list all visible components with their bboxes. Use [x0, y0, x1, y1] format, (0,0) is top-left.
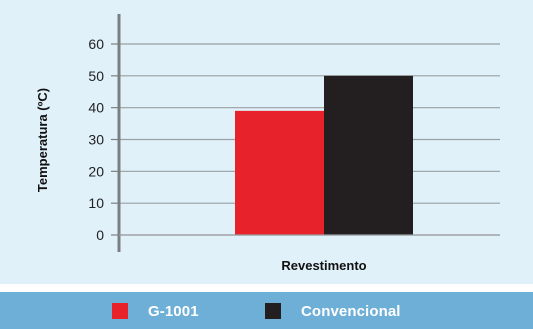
y-tick-label: 10 [88, 195, 104, 211]
bar-chart: 0 10 20 30 40 50 60 Temperatura (ºC) Revestime… [35, 14, 500, 273]
legend-label-convencional: Convencional [301, 302, 401, 320]
bar-g-1001 [235, 110, 324, 235]
y-tick-labels: 0 10 20 30 40 50 60 [88, 36, 104, 243]
legend-item-convencional: Convencional [265, 302, 401, 320]
legend: G-1001 Convencional [0, 292, 533, 329]
legend-label-g1001: G-1001 [148, 302, 199, 320]
y-tick-label: 60 [88, 36, 104, 52]
legend-swatch-convencional [265, 303, 281, 319]
y-tick-label: 40 [88, 100, 104, 116]
y-tick-label: 50 [88, 68, 104, 84]
bar-convencional [324, 75, 413, 235]
y-tick-label: 30 [88, 132, 104, 148]
legend-swatch-g1001 [112, 303, 128, 319]
y-axis-label: Temperatura (ºC) [35, 88, 50, 192]
y-tick-label: 20 [88, 163, 104, 179]
y-tick-label: 0 [96, 227, 104, 243]
bars [235, 75, 413, 235]
x-axis-label: Revestimento [281, 258, 366, 273]
legend-item-g1001: G-1001 [112, 302, 199, 320]
